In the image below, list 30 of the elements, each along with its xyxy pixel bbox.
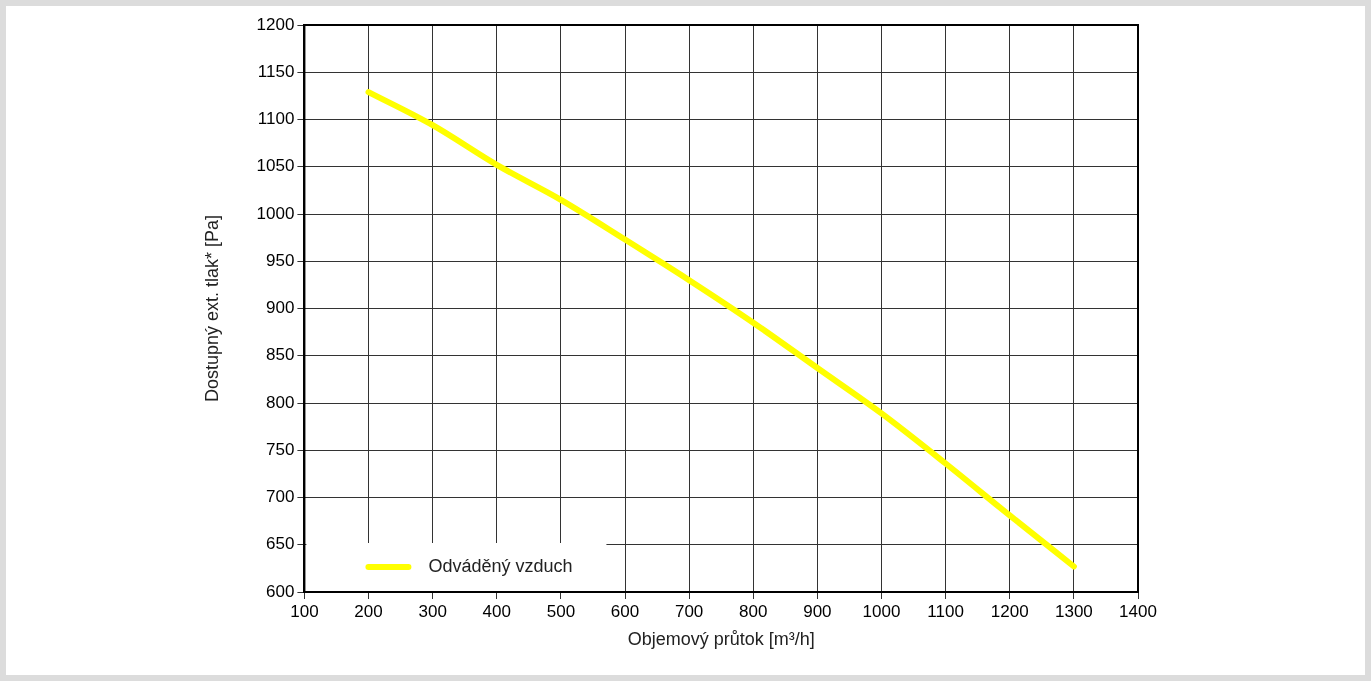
y-tick-label: 600 [266, 581, 295, 601]
x-tick-label: 400 [482, 601, 511, 621]
y-tick-label: 1000 [256, 203, 295, 223]
x-tick-label: 1100 [927, 601, 964, 621]
y-tick-label: 950 [266, 250, 295, 270]
y-tick-label: 1100 [257, 109, 295, 129]
y-tick-label: 1200 [256, 14, 295, 34]
y-tick-label: 1050 [256, 156, 295, 176]
y-tick-label: 900 [266, 298, 295, 318]
x-tick-label: 900 [803, 601, 832, 621]
x-axis-title: Objemový průtok [m³/h] [627, 629, 815, 650]
y-tick-label: 850 [266, 345, 295, 365]
x-tick-label: 1200 [990, 601, 1029, 621]
x-tick-label: 300 [418, 601, 447, 621]
legend-label: Odváděný vzduch [428, 555, 573, 576]
x-tick-label: 600 [610, 601, 640, 621]
x-tick-label: 800 [739, 601, 768, 621]
y-tick-label: 800 [266, 392, 295, 412]
x-tick-label: 100 [290, 601, 319, 621]
x-tick-label: 200 [354, 601, 383, 621]
x-tick-label: 1300 [1054, 601, 1093, 621]
y-axis-title: Dostupný ext. tlak* [Pa] [201, 214, 222, 403]
x-tick-label: 500 [546, 601, 576, 621]
y-tick-label: 750 [266, 439, 295, 459]
x-tick-label: 1000 [862, 601, 901, 621]
y-tick-label: 650 [266, 534, 295, 554]
x-tick-label: 1400 [1119, 601, 1157, 621]
y-tick-label: 700 [266, 487, 295, 507]
y-tick-label: 1150 [257, 61, 295, 81]
x-tick-label: 700 [674, 601, 704, 621]
